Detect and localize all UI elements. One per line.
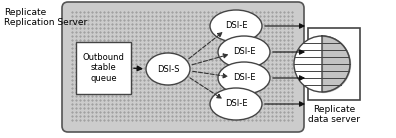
FancyBboxPatch shape <box>62 2 304 132</box>
Text: Replicate
Replication Server: Replicate Replication Server <box>4 8 87 27</box>
Text: DSI-E: DSI-E <box>225 22 247 30</box>
Ellipse shape <box>218 62 270 94</box>
Text: DSI-E: DSI-E <box>225 99 247 108</box>
Text: DSI-E: DSI-E <box>233 47 255 56</box>
Ellipse shape <box>210 10 262 42</box>
Bar <box>308 28 360 100</box>
Text: Replicate
data server: Replicate data server <box>308 105 360 124</box>
Bar <box>76 42 131 94</box>
Circle shape <box>294 36 350 92</box>
Text: Outbound
stable
queue: Outbound stable queue <box>82 53 124 83</box>
Ellipse shape <box>218 36 270 68</box>
Ellipse shape <box>146 53 190 85</box>
Text: DSI-S: DSI-S <box>157 64 179 74</box>
Ellipse shape <box>210 88 262 120</box>
Text: DSI-E: DSI-E <box>233 74 255 83</box>
